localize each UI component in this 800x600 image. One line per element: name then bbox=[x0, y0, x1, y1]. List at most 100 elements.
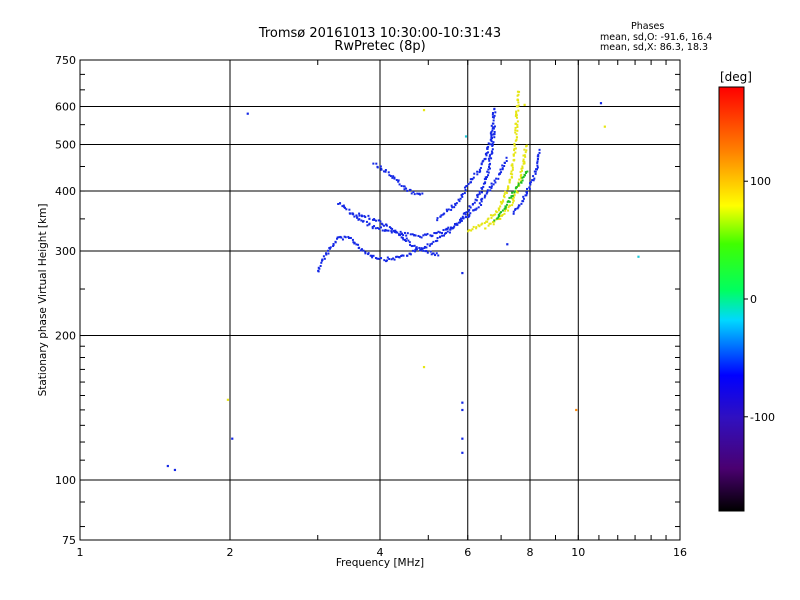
trace-point bbox=[463, 212, 466, 215]
chart-title: Tromsø 20161013 10:30:00-10:31:43 bbox=[258, 26, 502, 41]
x-tick-label: 8 bbox=[527, 546, 534, 559]
trace-point bbox=[415, 246, 418, 249]
trace-point bbox=[442, 229, 445, 232]
trace-point bbox=[505, 156, 508, 159]
trace-point bbox=[470, 229, 473, 232]
trace-point bbox=[426, 232, 429, 235]
trace-point bbox=[407, 239, 410, 242]
trace-point bbox=[387, 229, 390, 232]
trace-point bbox=[451, 227, 454, 230]
trace-point bbox=[461, 195, 464, 198]
trace-point bbox=[487, 224, 490, 227]
trace-point bbox=[376, 257, 379, 260]
trace-point bbox=[491, 221, 494, 224]
trace-point bbox=[373, 218, 376, 221]
scatter-point bbox=[523, 103, 526, 106]
trace-point bbox=[497, 216, 500, 219]
trace-point bbox=[422, 249, 425, 252]
trace-point bbox=[400, 254, 403, 257]
trace-point bbox=[360, 248, 363, 251]
trace-point bbox=[368, 217, 371, 220]
trace-point bbox=[446, 210, 449, 213]
trace-point bbox=[486, 170, 489, 173]
trace-point bbox=[512, 198, 515, 201]
trace-point bbox=[480, 162, 483, 165]
trace-point bbox=[518, 90, 521, 93]
trace-point bbox=[474, 208, 477, 211]
trace-point bbox=[365, 220, 368, 223]
trace-point bbox=[396, 231, 399, 234]
scatter-point bbox=[599, 102, 603, 105]
trace-point bbox=[447, 208, 450, 211]
trace-point bbox=[355, 243, 358, 246]
trace-point bbox=[493, 108, 496, 111]
trace-point bbox=[534, 172, 537, 175]
trace-point bbox=[518, 178, 521, 181]
trace-point bbox=[484, 181, 487, 184]
trace-point bbox=[513, 149, 516, 152]
trace-point bbox=[455, 202, 458, 205]
trace-point bbox=[521, 176, 524, 179]
trace-point bbox=[349, 236, 352, 239]
trace-point bbox=[512, 196, 515, 199]
trace-point bbox=[478, 168, 481, 171]
trace-point bbox=[472, 225, 475, 228]
trace-point bbox=[403, 185, 406, 188]
trace-point bbox=[386, 259, 389, 262]
trace-point bbox=[391, 227, 394, 230]
trace-point bbox=[445, 208, 448, 211]
trace-point bbox=[347, 235, 350, 238]
trace-point bbox=[514, 151, 517, 154]
trace-point bbox=[412, 190, 415, 193]
trace-point bbox=[511, 164, 514, 167]
y-tick-label: 500 bbox=[55, 139, 76, 152]
trace-point bbox=[525, 191, 528, 194]
trace-point bbox=[402, 238, 405, 241]
trace-point bbox=[358, 214, 361, 217]
trace-point bbox=[317, 270, 320, 273]
trace-point bbox=[367, 253, 370, 256]
trace-point bbox=[453, 206, 456, 209]
colorbar-tick-label: 100 bbox=[750, 175, 771, 188]
trace-point bbox=[400, 236, 403, 239]
trace-point bbox=[441, 232, 444, 235]
trace-point bbox=[503, 193, 506, 196]
trace-point bbox=[516, 90, 519, 93]
trace-point bbox=[516, 126, 519, 129]
trace-point bbox=[522, 197, 525, 200]
trace-point bbox=[487, 157, 490, 160]
trace-point bbox=[345, 208, 348, 211]
trace-point bbox=[536, 155, 539, 158]
trace-point bbox=[344, 236, 347, 239]
trace-point bbox=[397, 180, 400, 183]
trace-point bbox=[483, 158, 486, 161]
trace-point bbox=[512, 154, 515, 157]
trace-point bbox=[508, 196, 511, 199]
trace-point bbox=[497, 177, 500, 180]
trace-point bbox=[342, 204, 345, 207]
trace-point bbox=[511, 163, 514, 166]
trace-point bbox=[492, 183, 495, 186]
trace-point bbox=[399, 230, 402, 233]
trace-point bbox=[351, 238, 354, 241]
trace-point bbox=[429, 250, 432, 253]
trace-point bbox=[360, 215, 363, 218]
trace-point bbox=[393, 258, 396, 261]
trace-point bbox=[323, 257, 326, 260]
trace-point bbox=[502, 195, 505, 198]
trace-point bbox=[479, 170, 482, 173]
trace-point bbox=[480, 223, 483, 226]
trace-point bbox=[398, 256, 401, 259]
trace-point bbox=[536, 160, 539, 163]
trace-point bbox=[513, 142, 516, 145]
trace-point bbox=[444, 232, 447, 235]
colorbar-tick-label: -100 bbox=[750, 411, 775, 424]
trace-point bbox=[498, 173, 501, 176]
trace-point bbox=[381, 223, 384, 226]
trace-point bbox=[414, 248, 417, 251]
phase-stats-label: Phases bbox=[631, 21, 665, 32]
trace-point bbox=[515, 186, 518, 189]
trace-point bbox=[490, 157, 493, 160]
trace-point bbox=[358, 212, 361, 215]
